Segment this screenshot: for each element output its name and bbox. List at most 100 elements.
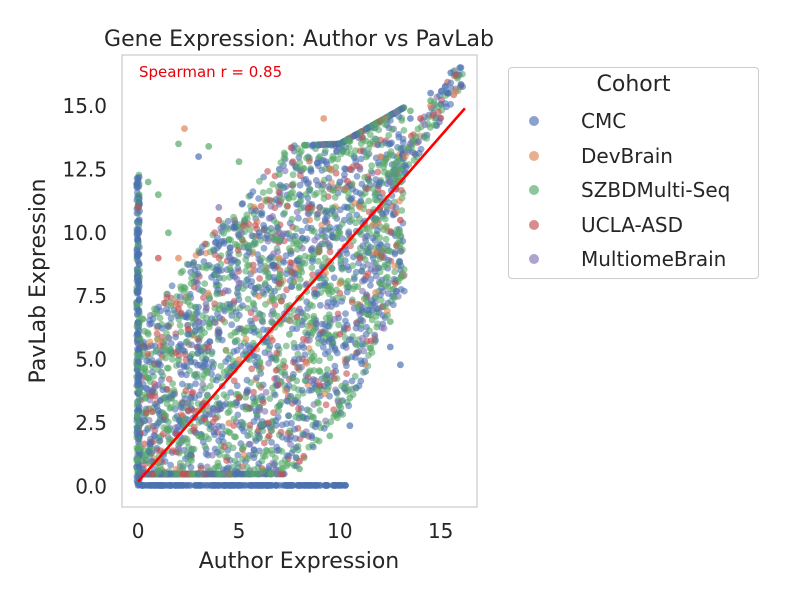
- cloud-point: [222, 358, 230, 365]
- cloud-point: [146, 338, 154, 346]
- cloud-point: [149, 362, 156, 370]
- cloud-point: [358, 360, 366, 368]
- cloud-point: [233, 336, 241, 344]
- points-layer: [134, 64, 465, 489]
- cloud-point: [369, 306, 376, 314]
- cloud-point: [203, 369, 211, 377]
- cloud-point: [208, 350, 216, 358]
- cloud-point: [227, 236, 235, 244]
- cloud-point: [327, 418, 335, 426]
- data-point: [255, 229, 263, 237]
- cloud-point: [221, 307, 229, 315]
- y-tick-label: 2.5: [75, 411, 107, 435]
- cloud-point: [268, 439, 275, 446]
- data-point: [386, 318, 394, 325]
- cloud-point: [292, 435, 299, 442]
- cloud-point: [337, 404, 345, 412]
- cloud-point: [345, 228, 353, 236]
- cloud-point: [202, 300, 210, 308]
- cloud-point: [333, 234, 340, 242]
- cloud-point: [314, 181, 322, 189]
- cloud-point: [143, 357, 151, 365]
- cloud-point: [291, 273, 299, 280]
- data-point: [316, 330, 324, 338]
- cloud-point: [384, 154, 392, 162]
- cloud-point: [230, 224, 238, 232]
- cloud-point: [298, 386, 306, 394]
- data-point: [275, 229, 283, 237]
- cloud-point: [317, 301, 324, 309]
- cloud-point: [179, 465, 187, 472]
- cloud-point: [292, 225, 300, 233]
- cloud-point: [459, 83, 466, 90]
- data-point: [225, 419, 233, 427]
- cloud-point: [321, 285, 329, 293]
- cloud-point: [332, 169, 340, 177]
- cloud-point: [270, 250, 277, 258]
- cloud-point: [345, 144, 353, 152]
- cloud-point: [268, 318, 275, 326]
- cloud-point: [135, 358, 143, 366]
- cloud-point: [300, 452, 308, 460]
- cloud-point: [323, 366, 331, 373]
- data-point: [255, 381, 263, 389]
- x-tick-labels: 0 5 10 15: [132, 519, 454, 543]
- cloud-point: [303, 298, 311, 306]
- cloud-point: [397, 247, 404, 255]
- cloud-point: [371, 248, 379, 256]
- cloud-point: [252, 437, 260, 445]
- cloud-point: [296, 181, 304, 189]
- cloud-point: [218, 374, 225, 382]
- cloud-point: [192, 482, 200, 489]
- cloud-point: [277, 428, 285, 436]
- cloud-point: [135, 319, 142, 327]
- data-point: [316, 153, 324, 161]
- cloud-point: [261, 439, 268, 447]
- cloud-point: [274, 403, 281, 411]
- data-point: [296, 465, 303, 473]
- data-point: [336, 178, 344, 186]
- cloud-point: [319, 181, 327, 189]
- cloud-point: [384, 260, 392, 268]
- cloud-point: [369, 121, 377, 129]
- cloud-point: [239, 445, 246, 453]
- cloud-point: [188, 470, 196, 478]
- data-point: [346, 165, 354, 173]
- cloud-point: [248, 482, 255, 489]
- data-point: [255, 292, 263, 300]
- cloud-point: [290, 306, 298, 314]
- data-point: [275, 170, 283, 178]
- cloud-point: [223, 457, 231, 464]
- cloud-point: [338, 220, 346, 228]
- cloud-point: [146, 482, 153, 489]
- cloud-point: [261, 280, 269, 287]
- cloud-point: [365, 352, 372, 359]
- cloud-point: [301, 351, 309, 359]
- cloud-point: [206, 319, 214, 326]
- cloud-point: [322, 147, 329, 154]
- data-point: [296, 305, 303, 313]
- cloud-point: [369, 221, 376, 229]
- data-point: [336, 280, 344, 287]
- cloud-point: [342, 280, 350, 288]
- cloud-point: [349, 262, 357, 269]
- cloud-point: [205, 435, 213, 443]
- cloud-point: [268, 355, 275, 362]
- cloud-point: [288, 419, 295, 427]
- cloud-point: [363, 152, 371, 159]
- cloud-point: [202, 249, 210, 257]
- cloud-point: [230, 400, 237, 408]
- legend: Cohort CMC DevBrain SZBDMulti-Seq UCLA-ASD M…: [508, 67, 759, 279]
- data-point: [175, 482, 182, 489]
- fit-line: [137, 107, 466, 483]
- cloud-point: [397, 240, 404, 248]
- cloud-point: [372, 289, 379, 296]
- data-point: [447, 69, 455, 77]
- cloud-point: [281, 167, 289, 175]
- cloud-point: [364, 261, 372, 268]
- cloud-point: [215, 254, 223, 262]
- cloud-point: [429, 111, 437, 119]
- cloud-point: [191, 394, 199, 402]
- cloud-point: [215, 328, 223, 336]
- cloud-point: [296, 282, 303, 290]
